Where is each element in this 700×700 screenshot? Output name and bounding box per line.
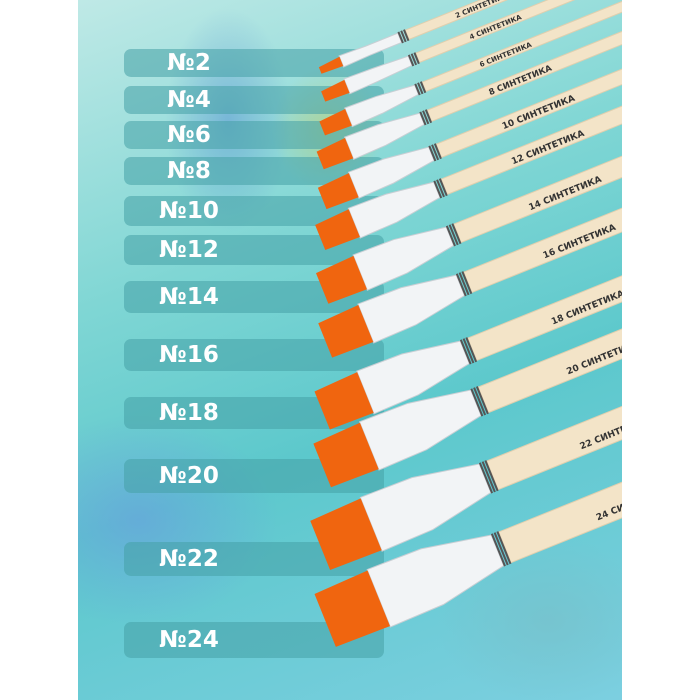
size-label-text: №24 <box>159 627 219 653</box>
ferrule-ring <box>473 387 487 416</box>
paint-brush: 18 СИНТЕТИКА <box>314 112 622 430</box>
size-label-text: №20 <box>159 463 219 489</box>
brush-ferrule <box>357 274 466 344</box>
brush-bristles <box>315 209 360 250</box>
brush-handle <box>421 0 622 93</box>
ferrule-ring <box>433 180 443 199</box>
brush-bristles <box>313 422 379 488</box>
brush-ferrule <box>347 146 435 199</box>
handle-label: 4 СИНТЕТИКА <box>468 13 523 41</box>
brush-handle <box>467 112 622 362</box>
ferrule-ring <box>422 110 430 125</box>
handle-label: 8 СИНТЕТИКА <box>487 62 553 97</box>
ferrule-ring <box>413 52 420 65</box>
ferrule-ring <box>403 29 410 42</box>
ferrule-ring <box>438 178 448 197</box>
size-label-text: №10 <box>159 198 219 224</box>
brush-bristles <box>316 138 354 170</box>
size-label-text: №2 <box>167 50 211 76</box>
ferrule-ring <box>451 223 462 245</box>
size-label-text: №4 <box>167 87 211 113</box>
ferrule-ring <box>455 273 467 297</box>
brush-bristles <box>318 56 344 74</box>
handle-label: 6 СИНТЕТИКА <box>478 41 533 69</box>
ferrule-ring <box>407 54 415 67</box>
paint-brush: 22 СИНТЕТИКА <box>310 235 622 571</box>
ferrule-ring <box>470 388 484 417</box>
ferrule-ring <box>414 83 421 96</box>
ferrule-ring <box>496 531 512 565</box>
ferrule-ring <box>493 532 509 566</box>
brush-bristles <box>310 498 382 571</box>
brush-bristles <box>314 570 391 647</box>
size-label: №4 <box>124 86 384 114</box>
ferrule-ring <box>490 533 506 567</box>
brush-bristles <box>314 372 374 430</box>
ferrule-ring <box>458 272 470 296</box>
size-label-text: №16 <box>159 342 219 368</box>
ferrule-ring <box>436 179 445 198</box>
background-paint-panel: №2 №4 №6 №8 №10 №12 №14 №16 №18 №20 №22 №24 24 СИНТ… <box>78 0 622 700</box>
brush-ferrule <box>338 32 403 68</box>
brush-bristles <box>319 108 352 136</box>
size-label-text: №18 <box>159 400 219 426</box>
ferrule-ring <box>462 338 475 364</box>
paint-brush: 24 СИНТЕТИКА <box>314 306 622 647</box>
ferrule-ring <box>475 386 489 415</box>
ferrule-ring <box>397 31 404 44</box>
size-label: №16 <box>124 339 384 371</box>
brush-bristles <box>318 304 374 358</box>
ferrule-ring <box>478 462 494 494</box>
paint-brush: 6 СИНТЕТИКА <box>319 0 622 136</box>
size-label-text: №22 <box>159 546 219 572</box>
ferrule-ring <box>481 461 496 493</box>
ferrule-ring <box>410 53 418 66</box>
size-label-text: №6 <box>167 122 211 148</box>
ferrule-ring <box>431 144 440 161</box>
ferrule-ring <box>445 225 456 247</box>
ferrule-ring <box>419 81 427 94</box>
ferrule-ring <box>400 30 407 43</box>
size-label-text: №8 <box>167 158 211 184</box>
ferrule-ring <box>433 143 442 160</box>
size-label: №22 <box>124 542 384 576</box>
ferrule-ring <box>461 271 473 295</box>
ferrule-ring <box>484 460 499 492</box>
ferrule-ring <box>448 224 459 246</box>
ferrule-ring <box>417 82 424 95</box>
brush-bristles <box>316 255 367 304</box>
size-label-text: №14 <box>159 284 219 310</box>
brush-bristles <box>317 173 359 210</box>
size-label-text: №12 <box>159 237 219 263</box>
brush-bristles <box>321 79 350 102</box>
ferrule-ring <box>419 111 427 126</box>
ferrule-ring <box>428 145 437 162</box>
ferrule-ring <box>465 337 478 363</box>
ferrule-ring <box>459 339 472 365</box>
handle-label: 2 СИНТЕТИКА <box>454 0 509 20</box>
ferrule-ring <box>424 109 433 124</box>
